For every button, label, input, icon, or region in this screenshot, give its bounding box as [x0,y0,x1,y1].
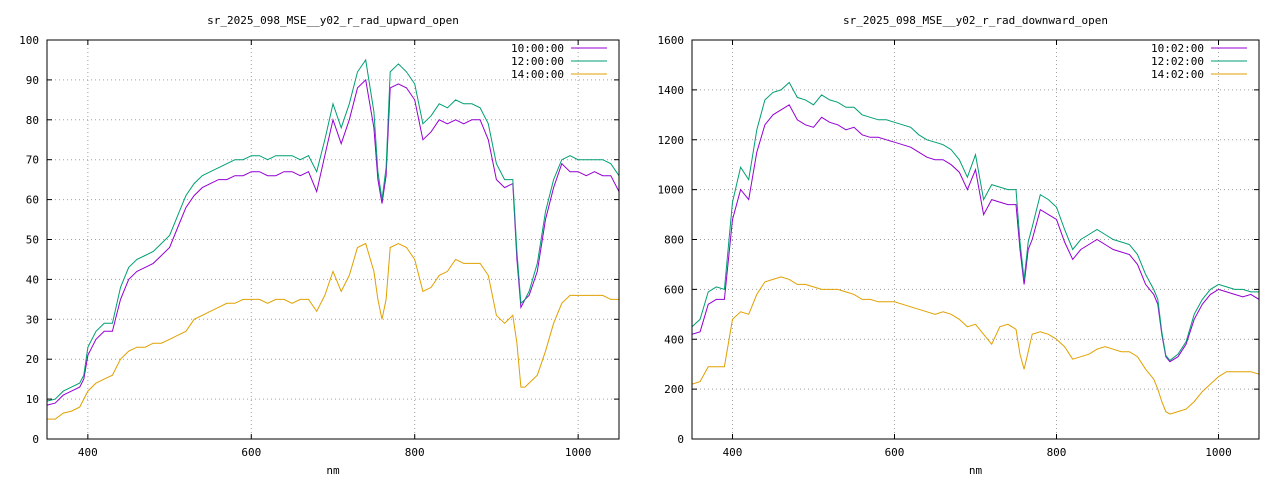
y-tick-label: 20 [26,353,39,366]
legend-label: 12:02:00 [1151,55,1204,68]
x-tick-label: 800 [405,446,425,459]
y-tick-label: 40 [26,273,39,286]
plot-frame [46,39,620,440]
y-tick-label: 800 [664,234,684,247]
y-tick-label: 90 [26,74,39,87]
y-tick-label: 1000 [658,184,685,197]
x-tick-label: 1000 [565,446,592,459]
series-line-12-00-00 [47,58,619,402]
series-line-12-02-00 [692,81,1259,362]
chart-2: sr_2025_098_MSE__y02_r_rad_downward_open… [658,14,1260,477]
chart-title: sr_2025_098_MSE__y02_r_rad_upward_open [207,14,459,27]
y-tick-label: 0 [32,433,39,446]
chart-title: sr_2025_098_MSE__y02_r_rad_downward_open [843,14,1108,27]
x-tick-label: 1000 [1205,446,1232,459]
y-tick-label: 200 [664,383,684,396]
x-axis-label: nm [326,464,340,477]
series-line-14-02-00 [692,276,1259,415]
y-tick-label: 70 [26,154,39,167]
legend-label: 12:00:00 [511,55,564,68]
y-tick-label: 1200 [658,134,685,147]
y-tick-label: 400 [664,333,684,346]
y-tick-label: 0 [677,433,684,446]
x-axis-label: nm [969,464,983,477]
x-tick-label: 400 [78,446,98,459]
x-tick-label: 400 [723,446,743,459]
y-tick-label: 100 [19,34,39,47]
y-tick-label: 50 [26,234,39,247]
y-tick-label: 10 [26,393,39,406]
series-line-10-00-00 [47,78,619,406]
y-tick-label: 80 [26,114,39,127]
legend-label: 14:02:00 [1151,68,1204,81]
x-tick-label: 800 [1047,446,1067,459]
series-line-10-02-00 [692,104,1259,363]
y-tick-label: 60 [26,194,39,207]
y-tick-label: 600 [664,283,684,296]
chart-1: sr_2025_098_MSE__y02_r_rad_upward_open 0 1… [19,14,620,477]
x-tick-label: 600 [885,446,905,459]
legend-label: 10:02:00 [1151,42,1204,55]
x-tick-label: 600 [241,446,261,459]
y-tick-label: 1400 [658,84,685,97]
legend-label: 14:00:00 [511,68,564,81]
legend-label: 10:00:00 [511,42,564,55]
y-tick-label: 1600 [658,34,685,47]
plot-frame [691,39,1260,440]
series-line-14-00-00 [47,242,619,420]
y-tick-label: 30 [26,313,39,326]
